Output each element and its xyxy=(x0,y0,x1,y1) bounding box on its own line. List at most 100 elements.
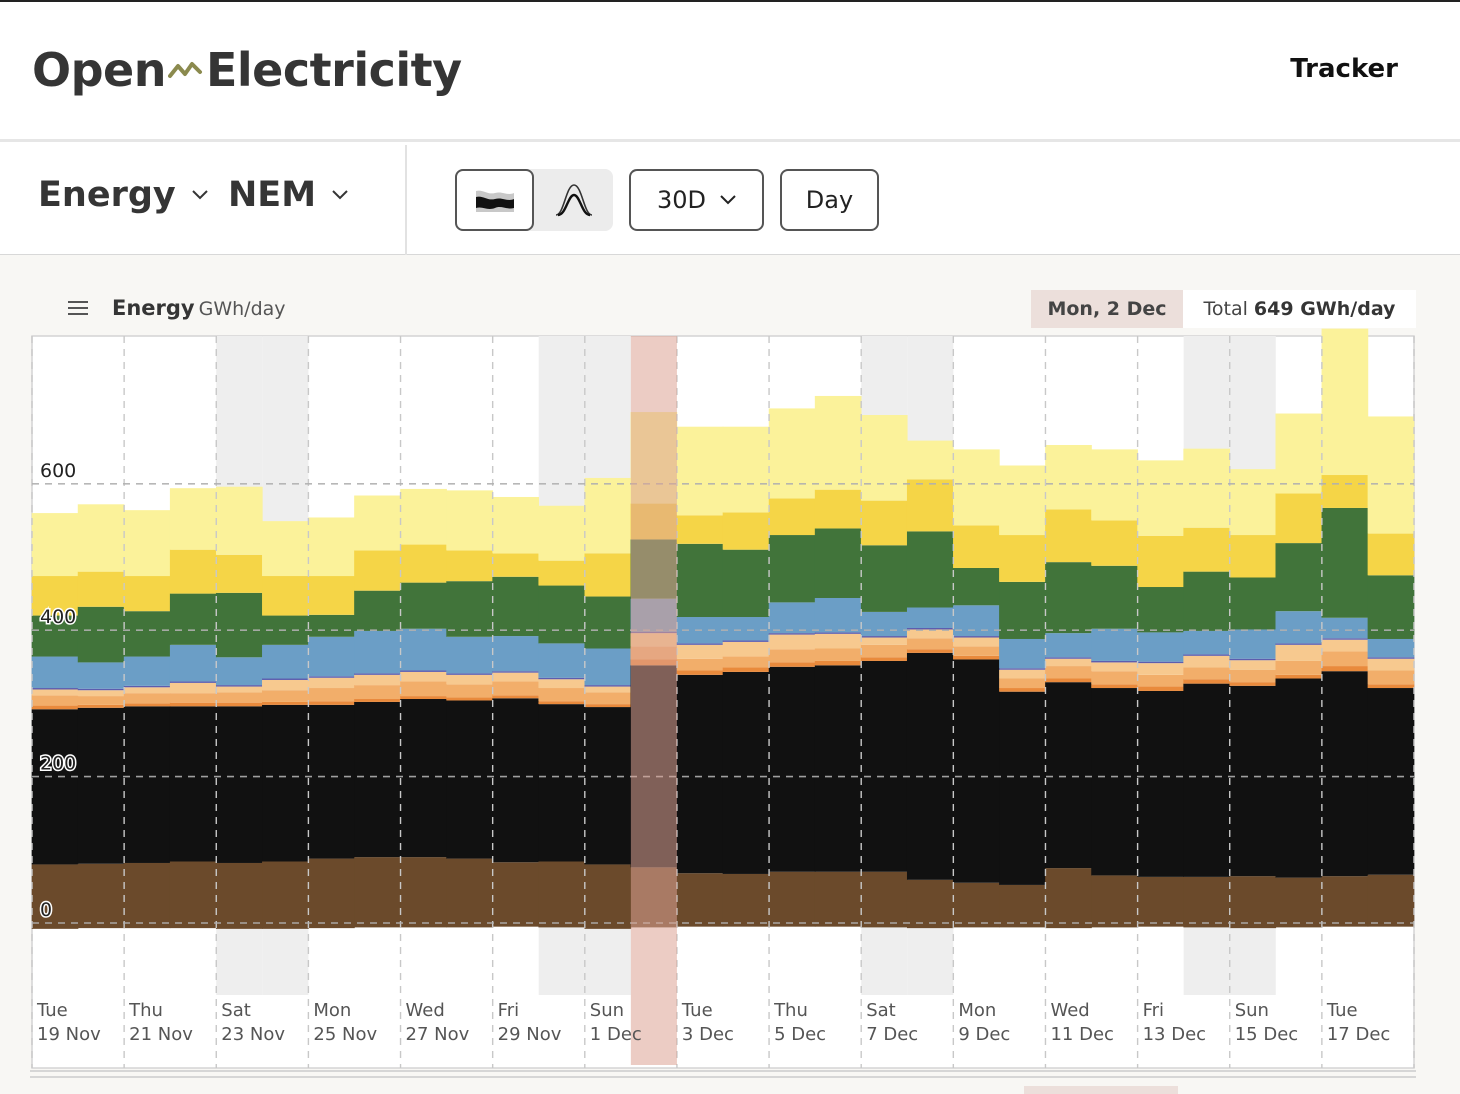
open-electricity-logo[interactable]: Open Electricity xyxy=(32,40,462,100)
x-tick-label-day: Thu xyxy=(773,1000,808,1021)
bar-segment-pumps-battery-charging xyxy=(262,923,309,929)
bar-segment-brown-coal xyxy=(262,861,309,923)
bar-segment-gas xyxy=(860,657,908,661)
bar-segment-pumps-battery-charging xyxy=(1229,923,1277,929)
bar-segment-gas-light- xyxy=(169,693,217,703)
bar-segment-pumps-battery-charging xyxy=(676,923,724,927)
bar-segment-gas xyxy=(676,670,724,675)
bar-segment-battery-discharging xyxy=(953,636,1000,638)
bar-segment-pumps-battery-charging xyxy=(308,923,355,929)
x-tick-label-date: 15 Dec xyxy=(1235,1024,1298,1045)
chart-title: Energy GWh/day xyxy=(112,296,286,320)
bar-segment-brown-coal xyxy=(77,863,125,923)
bar-segment-gas xyxy=(1229,682,1277,686)
bar-segment-pumps-battery-charging xyxy=(215,923,263,929)
bar-segment-black-coal xyxy=(953,659,1000,883)
bar-segment-brown-coal xyxy=(400,857,447,923)
stacked-area-button[interactable] xyxy=(455,169,534,231)
bar-segment-pumps-battery-charging xyxy=(814,923,862,927)
bar-segment-utility-solar xyxy=(722,512,770,550)
bar-segment-hydro xyxy=(1045,633,1092,658)
total-value: 649 GWh/day xyxy=(1253,298,1396,320)
bar-segment-black-coal xyxy=(308,704,355,859)
bar-segment-brown-coal xyxy=(492,862,540,923)
bar-segment-utility-solar xyxy=(77,571,125,607)
bar-segment-utility-solar xyxy=(1367,533,1415,576)
bar-segment-battery-discharging xyxy=(123,685,171,688)
y-tick-label: 0 xyxy=(40,899,52,921)
bar-segment-battery-discharging xyxy=(1367,657,1415,659)
bar-segment-gas-light- xyxy=(1183,667,1231,680)
bar-segment-gas-light- xyxy=(1367,670,1415,685)
interval-button[interactable]: Day xyxy=(780,169,879,231)
bar-segment-rooftop-solar xyxy=(768,408,816,499)
bar-segment-gas xyxy=(814,660,862,666)
bar-segment-hydro xyxy=(400,628,447,671)
bar-segment-battery-discharging xyxy=(1229,658,1277,661)
bar-segment-wind xyxy=(1275,543,1323,612)
bar-segment-gas-light- xyxy=(354,685,401,700)
bar-segment-gas xyxy=(77,704,125,708)
bar-segment-gas xyxy=(31,705,79,710)
line-chart-button[interactable] xyxy=(534,169,613,231)
bar-segment-black-coal xyxy=(584,707,632,865)
hamburger-menu-icon[interactable] xyxy=(68,300,88,316)
range-dropdown[interactable]: 30D xyxy=(629,169,764,231)
bar-segment-gas xyxy=(354,699,401,702)
x-tick-label-day: Mon xyxy=(958,1000,996,1021)
bar-segment-wind xyxy=(1091,565,1138,629)
bar-segment-battery-discharging xyxy=(1091,660,1138,663)
bar-segment-rooftop-solar xyxy=(814,395,862,490)
bar-segment-battery-discharging xyxy=(1137,661,1184,664)
bar-segment-black-coal xyxy=(722,671,770,874)
bar-segment-hydro xyxy=(1091,628,1138,661)
bar-segment-gas-light- xyxy=(1091,671,1138,685)
bar-segment-wind xyxy=(77,606,125,663)
bar-segment-pumps-battery-charging xyxy=(1137,923,1184,927)
bar-segment-gas-light- xyxy=(906,638,954,650)
x-tick-label-date: 17 Dec xyxy=(1327,1024,1390,1045)
bar-segment-black-coal xyxy=(1229,685,1277,877)
bar-segment-gas-light- xyxy=(1137,674,1184,687)
x-tick-label-day: Mon xyxy=(313,1000,351,1021)
bar-segment-gas xyxy=(1091,684,1138,689)
bar-segment-distillate xyxy=(860,637,908,645)
region-dropdown[interactable]: NEM xyxy=(228,175,348,215)
bar-segment-hydro xyxy=(215,657,263,686)
bar-segment-brown-coal xyxy=(446,858,493,923)
bar-segment-pumps-battery-charging xyxy=(446,923,493,928)
metric-dropdown[interactable]: Energy xyxy=(38,175,208,215)
region-dropdown-label: NEM xyxy=(228,175,317,215)
bar-segment-brown-coal xyxy=(1229,876,1277,923)
bar-segment-pumps-battery-charging xyxy=(768,923,816,927)
bar-segment-black-coal xyxy=(1321,671,1369,877)
bar-segment-pumps-battery-charging xyxy=(584,923,632,929)
hover-highlight-band xyxy=(630,336,677,1065)
bar-segment-brown-coal xyxy=(1275,877,1323,923)
bar-segment-rooftop-solar xyxy=(538,505,586,561)
bar-segment-pumps-battery-charging xyxy=(1367,923,1415,927)
hover-date-badge: Mon, 2 Dec xyxy=(1031,290,1183,328)
bar-segment-battery-discharging xyxy=(584,685,632,687)
bar-segment-battery-discharging xyxy=(1045,657,1092,659)
bar-segment-battery-discharging xyxy=(492,671,540,673)
bar-segment-hydro xyxy=(262,644,309,679)
bar-segment-distillate xyxy=(492,672,540,682)
bar-segment-utility-solar xyxy=(1275,493,1323,544)
bar-segment-pumps-battery-charging xyxy=(31,923,79,929)
bar-segment-hydro xyxy=(722,617,770,641)
bar-segment-pumps-battery-charging xyxy=(999,923,1046,928)
bar-segment-brown-coal xyxy=(860,871,908,923)
bar-segment-gas xyxy=(906,649,954,653)
nav-link-tracker[interactable]: Tracker xyxy=(1290,54,1398,84)
x-tick-label-day: Fri xyxy=(1143,1000,1164,1021)
x-tick-label-date: 21 Nov xyxy=(129,1024,193,1045)
bar-segment-rooftop-solar xyxy=(1321,328,1369,476)
bar-segment-gas-light- xyxy=(446,684,493,698)
bar-segment-battery-discharging xyxy=(446,673,493,675)
bar-segment-utility-solar xyxy=(262,576,309,616)
bar-segment-battery-discharging xyxy=(999,668,1046,670)
bar-segment-gas xyxy=(722,667,770,672)
bar-segment-black-coal xyxy=(354,701,401,858)
